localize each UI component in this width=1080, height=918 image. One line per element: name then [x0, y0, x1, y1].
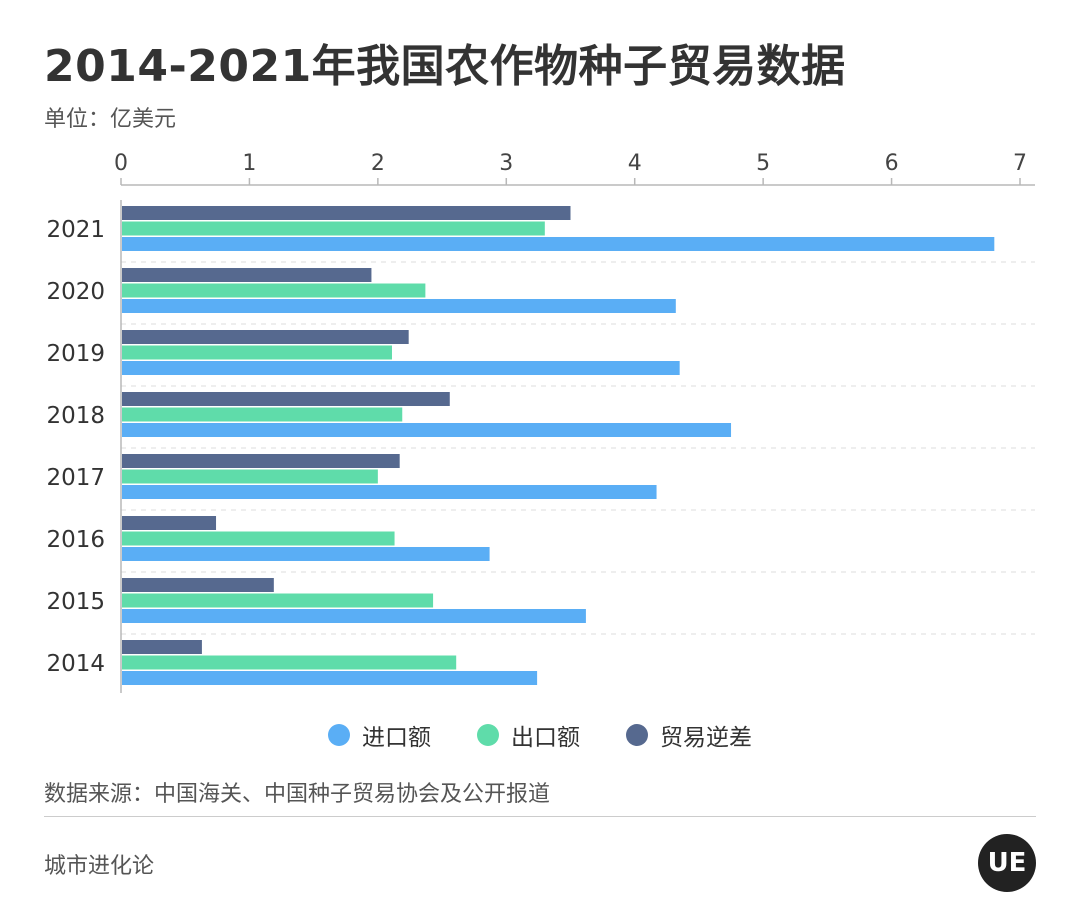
x-tick-label: 4: [628, 151, 642, 176]
bar-贸易逆差-2016: [122, 516, 217, 530]
bar-贸易逆差-2020: [122, 268, 372, 282]
bar-chart: 0 1 2 3 4 5 6 7 2021 2020 2019 2018 2017 2016 2015 2014: [46, 151, 1035, 693]
y-category-label: 2017: [46, 465, 105, 491]
bar-出口额-2017: [122, 469, 378, 484]
y-category-label: 2016: [46, 527, 105, 553]
y-category-label: 2015: [46, 589, 105, 615]
legend-swatch-export: [477, 724, 499, 746]
y-category-label: 2021: [46, 217, 105, 243]
legend-swatch-deficit: [626, 724, 648, 746]
x-tick-label: 6: [885, 151, 899, 176]
y-category-label: 2019: [46, 341, 105, 367]
unit-label: 单位：亿美元: [44, 107, 177, 132]
bar-出口额-2018: [122, 407, 403, 422]
bar-贸易逆差-2017: [122, 454, 400, 468]
bar-出口额-2014: [122, 655, 457, 670]
bar-进口额-2017: [122, 485, 657, 499]
y-category-label: 2020: [46, 279, 105, 305]
legend-swatch-import: [328, 724, 350, 746]
data-source: 数据来源：中国海关、中国种子贸易协会及公开报道: [44, 782, 551, 807]
legend-label-import: 进口额: [362, 725, 431, 751]
x-tick-label: 5: [756, 151, 770, 176]
bar-进口额-2014: [122, 671, 538, 685]
y-category-label: 2018: [46, 403, 105, 429]
legend-label-deficit: 贸易逆差: [660, 725, 752, 751]
bar-进口额-2021: [122, 237, 995, 251]
x-tick-label: 0: [114, 151, 128, 176]
legend-label-export: 出口额: [511, 725, 580, 751]
bar-进口额-2016: [122, 547, 490, 561]
bar-进口额-2018: [122, 423, 732, 437]
bar-贸易逆差-2021: [122, 206, 571, 220]
x-tick-label: 1: [242, 151, 256, 176]
bar-贸易逆差-2015: [122, 578, 274, 592]
bar-出口额-2020: [122, 283, 426, 298]
bar-出口额-2021: [122, 221, 545, 236]
bar-进口额-2015: [122, 609, 586, 623]
chart-legend: 进口额 出口额 贸易逆差: [0, 718, 1080, 752]
bar-出口额-2016: [122, 531, 395, 546]
bar-出口额-2015: [122, 593, 434, 608]
footer-divider: [44, 816, 1036, 817]
bar-出口额-2019: [122, 345, 392, 360]
brand-name: 城市进化论: [44, 854, 155, 879]
x-tick-label: 2: [371, 151, 385, 176]
x-tick-label: 3: [499, 151, 513, 176]
bar-贸易逆差-2018: [122, 392, 450, 406]
legend-item-deficit: 贸易逆差: [626, 718, 752, 752]
bar-进口额-2019: [122, 361, 680, 375]
brand-logo: UE: [978, 834, 1036, 892]
bar-贸易逆差-2019: [122, 330, 409, 344]
legend-item-export: 出口额: [477, 718, 580, 752]
chart-title: 2014-2021年我国农作物种子贸易数据: [44, 41, 846, 92]
bar-贸易逆差-2014: [122, 640, 202, 654]
x-tick-label: 7: [1013, 151, 1027, 176]
bar-进口额-2020: [122, 299, 676, 313]
y-category-label: 2014: [46, 651, 105, 677]
legend-item-import: 进口额: [328, 718, 431, 752]
